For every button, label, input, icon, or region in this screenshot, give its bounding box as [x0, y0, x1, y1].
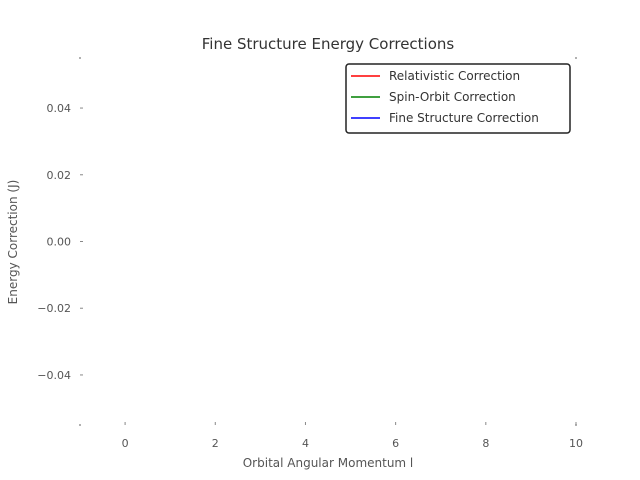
legend-label: Fine Structure Correction [389, 111, 539, 125]
y-tick-label: 0.00 [47, 236, 72, 249]
y-axis-ticks: 0.04 0.02 0.00 −0.02 −0.04 [37, 102, 83, 382]
x-tick-label: 0 [122, 437, 129, 450]
plot-corner-marker [575, 57, 577, 59]
legend-label: Relativistic Correction [389, 69, 520, 83]
plot-corner-marker [79, 57, 81, 59]
chart-title: Fine Structure Energy Corrections [202, 35, 455, 53]
x-axis-ticks: 0 2 4 6 8 10 [122, 422, 583, 450]
legend-box [345, 63, 571, 134]
x-axis-label: Orbital Angular Momentum l [243, 456, 414, 470]
y-tick-label: −0.02 [37, 302, 71, 315]
y-axis-label: Energy Correction (J) [6, 180, 20, 305]
x-tick-label: 8 [482, 437, 489, 450]
x-tick-label: 4 [302, 437, 309, 450]
y-tick-label: 0.02 [47, 169, 72, 182]
legend-label: Spin-Orbit Correction [389, 90, 516, 104]
x-tick-label: 2 [212, 437, 219, 450]
x-tick-label: 10 [569, 437, 583, 450]
plot-corner-marker [79, 424, 81, 426]
y-tick-label: 0.04 [47, 102, 72, 115]
legend: Relativistic Correction Spin-Orbit Correc… [345, 63, 571, 134]
y-tick-label: −0.04 [37, 369, 71, 382]
x-tick-label: 6 [392, 437, 399, 450]
